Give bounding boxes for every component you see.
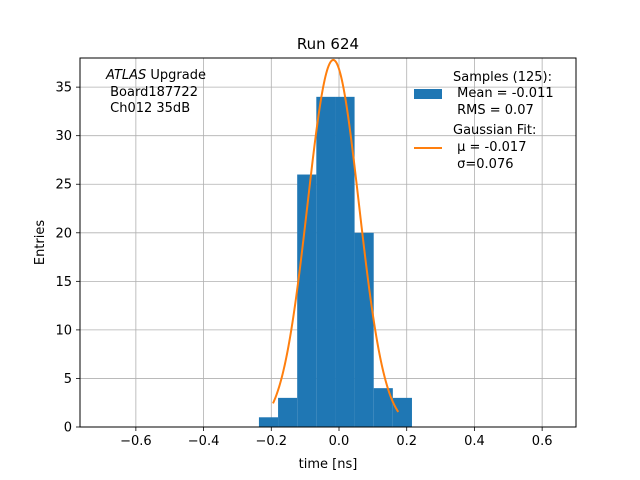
y-tick-label: 15 [55,275,72,290]
chart-title: Run 624 [297,35,359,53]
y-axis-label: Entries [33,220,48,266]
fit-curve [272,58,400,413]
annotation-line-3: Ch012 35dB [106,101,190,116]
x-tick-label: −0.2 [256,434,288,449]
y-tick-label: 25 [55,178,72,193]
y-tick-label: 20 [55,226,72,241]
histogram-bar [258,417,279,427]
axes-frame [79,57,577,428]
ticks: −0.6 −0.4 −0.2 0.0 0.2 0.4 0.6 0 5 10 15 20 25 30 35 [55,81,552,449]
legend-fit-line-3: σ=0.076 [453,157,513,172]
histogram-bars [258,96,412,427]
x-tick-label: 0.2 [396,434,417,449]
y-tick-label: 5 [64,372,72,387]
annotation-upgrade: Upgrade [146,68,206,83]
annotation-atlas: ATLAS [105,68,146,83]
histogram-bar [316,96,336,427]
x-tick-label: −0.4 [188,434,220,449]
histogram-bar [392,397,412,427]
x-tick-label: 0.6 [532,434,553,449]
legend-samples-line-2: Mean = -0.011 [453,86,554,101]
y-tick-label: 10 [55,323,72,338]
y-tick-label: 0 [64,421,72,436]
x-axis-label: time [ns] [299,457,358,472]
histogram-bar [373,388,393,427]
histogram-bar [278,397,298,427]
legend-samples-swatch [414,89,442,99]
legend-samples-line-1: Samples (125): [453,70,552,85]
legend-fit-line-1: Gaussian Fit: [453,123,536,138]
x-tick-label: 0.0 [329,434,350,449]
y-tick-label: 35 [55,81,72,96]
legend: Samples (125): Mean = -0.011 RMS = 0.07 … [414,70,554,172]
histogram-bar [335,96,355,427]
annotation-line-1: ATLAS Upgrade [105,68,206,83]
gaussian-fit [272,58,400,413]
legend-fit-line-2: μ = -0.017 [453,140,526,155]
legend-samples-line-3: RMS = 0.07 [453,103,534,118]
histogram-bar [354,232,374,427]
histogram-bar [297,174,317,427]
annotation-line-2: Board187722 [106,85,198,100]
atlas-annotation: ATLAS Upgrade Board187722 Ch012 35dB [105,68,206,116]
x-tick-label: −0.6 [120,434,152,449]
y-tick-label: 30 [55,129,72,144]
x-tick-label: 0.4 [464,434,485,449]
